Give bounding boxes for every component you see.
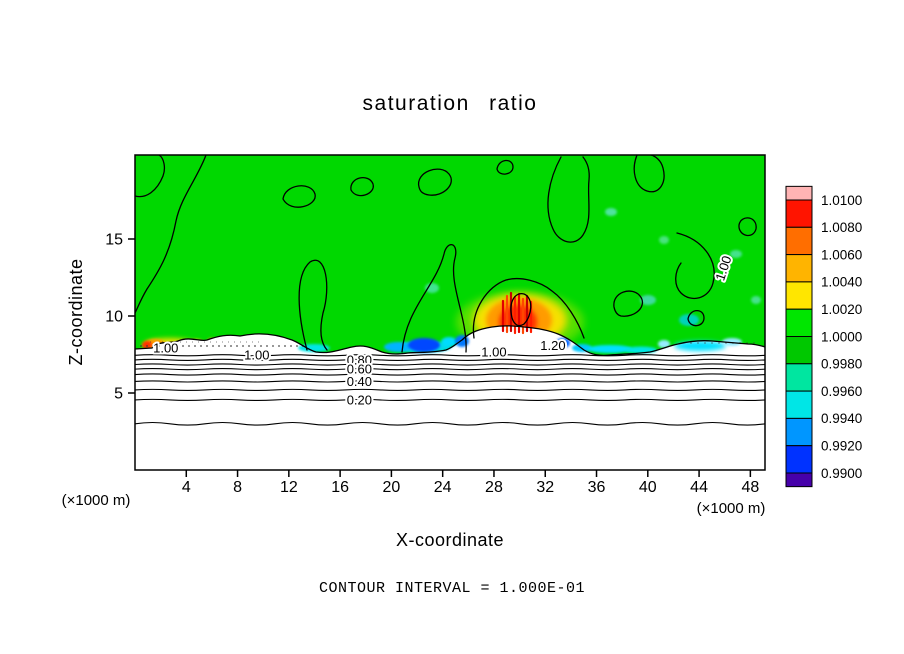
x-tick-label: 8	[233, 479, 242, 496]
colorbar-tick-label: 0.9960	[821, 384, 862, 399]
stratified-contour-line	[135, 363, 765, 366]
x-tick-label: 16	[331, 479, 349, 496]
colorbar: 1.0100 1.0080 1.0060 1.0040 1.0020 1.0000 0.99…	[785, 185, 862, 488]
colorbar-tick-label: 1.0000	[821, 329, 862, 344]
contour-label: 1.00	[153, 341, 178, 356]
colorbar-tick-label: 0.9980	[821, 357, 862, 372]
x-tick-label: 12	[280, 479, 298, 496]
x-tick-label: 36	[588, 479, 606, 496]
x-axis: 4 8 12 16 20 24 28 32 36 40 44 48	[182, 470, 759, 496]
colorbar-segment	[785, 226, 813, 256]
contour-interval-note: CONTOUR INTERVAL = 1.000E-01	[319, 580, 585, 597]
x-tick-label: 40	[639, 479, 657, 496]
colorbar-segment	[785, 254, 813, 283]
contour-loops	[135, 155, 757, 353]
stratified-contour-line	[135, 388, 765, 392]
x-tick-label: 28	[485, 479, 503, 496]
colorbar-segment	[785, 363, 813, 392]
colorbar-segment	[785, 445, 813, 474]
x-tick-label: 4	[182, 479, 191, 496]
x-tick-label: 44	[690, 479, 708, 496]
contour-label: 0.20	[347, 392, 372, 407]
colorbar-segment	[785, 417, 813, 447]
cloud-region	[135, 325, 765, 470]
colorbar-tick-label: 0.9940	[821, 411, 862, 426]
contour-label: 1.20	[540, 338, 565, 353]
z-axis-unit: (×1000 m)	[62, 492, 131, 509]
stratified-contour-line	[135, 354, 765, 357]
contour-label: 0.40	[347, 374, 372, 389]
stratified-contour-line	[135, 380, 765, 383]
stratified-contour-line	[135, 398, 765, 402]
x-axis-label: X-coordinate	[396, 530, 504, 550]
plot-border	[134, 154, 766, 471]
z-axis: 5 10 15	[105, 232, 135, 403]
colorbar-tick-label: 0.9900	[821, 466, 862, 481]
colorbar-segment	[785, 199, 813, 228]
stratified-contour-line	[135, 373, 765, 376]
colorbar-segment	[785, 308, 813, 338]
z-tick-label: 5	[114, 386, 123, 403]
x-axis-unit: (×1000 m)	[697, 500, 766, 517]
x-tick-label: 32	[536, 479, 554, 496]
contour-label: 1.00	[481, 345, 506, 360]
colorbar-segment	[785, 185, 813, 201]
colorbar-tick-label: 1.0100	[821, 193, 862, 208]
stratified-contour-line	[135, 368, 765, 371]
x-tick-label: 24	[434, 479, 452, 496]
z-tick-label: 15	[105, 232, 123, 249]
stratified-contour-line	[135, 421, 765, 426]
colorbar-tick-label: 0.9920	[821, 439, 862, 454]
contour-label: 0.60	[347, 362, 372, 377]
upper-field-spots	[425, 208, 761, 326]
chart-title: saturation ratio	[363, 92, 538, 115]
colorbar-tick-label: 1.0060	[821, 247, 862, 262]
contour-label: 0.80	[347, 352, 372, 367]
stratified-contour-line	[135, 358, 765, 361]
colorbar-tick-label: 1.0020	[821, 302, 862, 317]
colorbar-segment	[785, 281, 813, 310]
x-tick-label: 20	[383, 479, 401, 496]
cloud-top-contour	[135, 325, 765, 356]
stratified-contours	[135, 354, 765, 426]
z-tick-label: 10	[105, 309, 123, 326]
contour-label: 1.00	[244, 347, 269, 362]
plot-field	[135, 155, 765, 470]
x-tick-label: 48	[741, 479, 759, 496]
colorbar-tick-label: 1.0080	[821, 220, 862, 235]
colorbar-segment	[785, 472, 813, 488]
colorbar-tick-label: 1.0040	[821, 275, 862, 290]
z-axis-label: Z-coordinate	[66, 258, 86, 365]
colorbar-segment	[785, 390, 813, 419]
colorbar-segment	[785, 336, 813, 365]
